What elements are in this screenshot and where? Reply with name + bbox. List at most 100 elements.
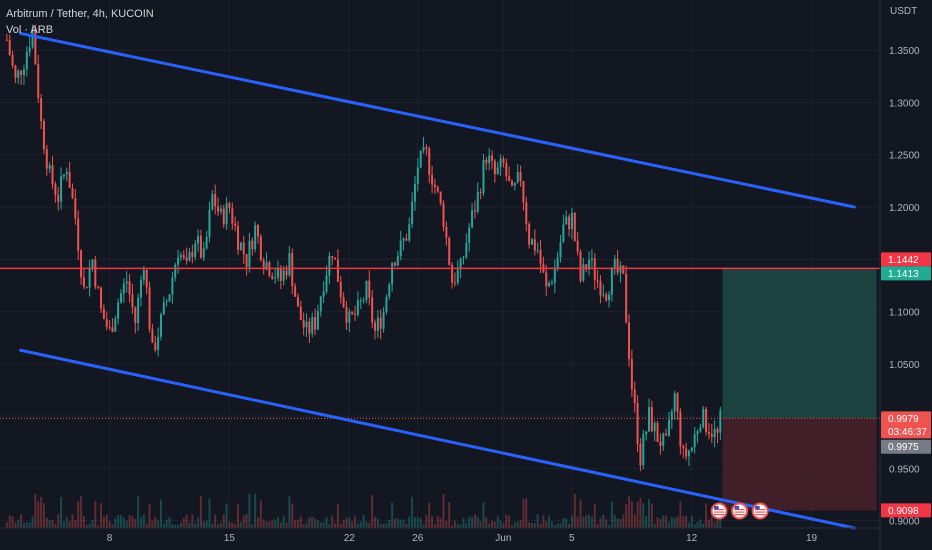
volume-bar	[274, 519, 277, 528]
candle-body	[707, 432, 710, 434]
volume-bar	[610, 501, 613, 528]
candle-body	[374, 322, 377, 331]
volume-bar	[371, 495, 374, 528]
volume-bar	[573, 493, 576, 528]
candle-body	[45, 149, 48, 169]
price-label-background	[881, 439, 931, 454]
volume-bar	[562, 518, 565, 528]
candle-body	[120, 293, 123, 303]
us-flag-event-icon[interactable]	[731, 502, 749, 520]
candle-body	[71, 188, 74, 199]
volume-indicator-label[interactable]: Vol · ARB	[6, 24, 54, 36]
candle-body	[5, 39, 8, 41]
candle-body	[291, 253, 294, 287]
volume-bar	[468, 516, 471, 528]
volume-bar	[34, 493, 37, 528]
volume-bar	[659, 518, 662, 528]
candle-body	[199, 235, 202, 258]
volume-bar	[20, 514, 23, 528]
volume-bar	[336, 503, 339, 528]
volume-bar	[302, 524, 305, 528]
candle-body	[265, 262, 268, 270]
volume-bar	[282, 515, 285, 528]
candle-body	[179, 255, 182, 258]
volume-bar	[565, 518, 568, 528]
volume-bar	[485, 517, 488, 528]
candle-body	[456, 269, 459, 283]
volume-bar	[513, 521, 516, 528]
volume-bar	[673, 517, 676, 528]
volume-bar	[556, 523, 559, 528]
candle-body	[351, 311, 354, 314]
candle-body	[550, 282, 553, 284]
volume-bar	[619, 518, 622, 528]
volume-bar	[425, 514, 428, 528]
us-flag-event-icon[interactable]	[751, 502, 769, 520]
candle-body	[37, 64, 40, 99]
volume-bar	[174, 524, 177, 528]
volume-bar	[268, 521, 271, 528]
volume-bar	[451, 525, 454, 528]
candle-body	[605, 294, 608, 301]
candle-body	[570, 212, 573, 230]
symbol-title[interactable]: Arbitrum / Tether, 4h, KUCOIN	[6, 8, 154, 20]
candle-body	[8, 39, 11, 55]
channel-upper-line[interactable]	[19, 31, 856, 209]
volume-bar	[605, 519, 608, 528]
volume-bar	[134, 518, 137, 528]
volume-bar	[702, 523, 705, 528]
volume-bar	[408, 516, 411, 528]
price-label-background	[881, 266, 931, 281]
stop-loss-zone[interactable]	[722, 418, 877, 511]
drawing-lines[interactable]	[0, 31, 880, 530]
candle-body	[111, 327, 114, 332]
volume-bar	[57, 514, 60, 528]
volume-bar	[656, 517, 659, 528]
volume-bar	[114, 518, 117, 528]
volume-bar	[159, 499, 162, 528]
volume-bar	[185, 514, 188, 528]
candle-body	[379, 317, 382, 329]
volume-bar	[205, 520, 208, 528]
channel-lower-line[interactable]	[19, 348, 856, 530]
volume-bar	[288, 496, 291, 528]
volume-bar	[45, 517, 48, 528]
candle-body	[413, 183, 416, 202]
candle-body	[425, 147, 428, 149]
candle-body	[459, 258, 462, 270]
volume-bar	[705, 503, 708, 528]
long-position-zones[interactable]	[722, 268, 877, 511]
candle-body	[508, 176, 511, 182]
volume-bar	[331, 515, 334, 528]
candle-body	[579, 251, 582, 281]
volume-bar	[602, 515, 605, 528]
candle-body	[108, 326, 111, 328]
candle-body	[248, 240, 251, 267]
economic-event-markers[interactable]	[710, 502, 769, 520]
volume-bar	[665, 515, 668, 528]
profit-target-zone[interactable]	[722, 268, 877, 419]
volume-bar	[225, 503, 228, 528]
candle-body	[451, 264, 454, 283]
volume-bar	[685, 515, 688, 528]
candle-body	[628, 322, 631, 359]
candle-body	[48, 165, 51, 169]
volume-bar	[37, 501, 40, 528]
candle-body	[205, 236, 208, 249]
volume-bar	[308, 517, 311, 528]
volume-bar	[105, 514, 108, 528]
y-tick-label: 0.9500	[889, 464, 920, 475]
candle-body	[165, 301, 168, 303]
candle-body	[645, 431, 648, 435]
volume-bar	[40, 496, 43, 528]
volume-bar	[436, 516, 439, 528]
candle-body	[433, 184, 436, 188]
candle-body	[17, 70, 20, 78]
candle-body	[393, 262, 396, 266]
us-flag-event-icon[interactable]	[710, 502, 728, 520]
volume-bar	[97, 525, 100, 528]
candle-body	[77, 218, 80, 251]
candle-body	[710, 433, 713, 438]
candle-body	[556, 257, 559, 269]
